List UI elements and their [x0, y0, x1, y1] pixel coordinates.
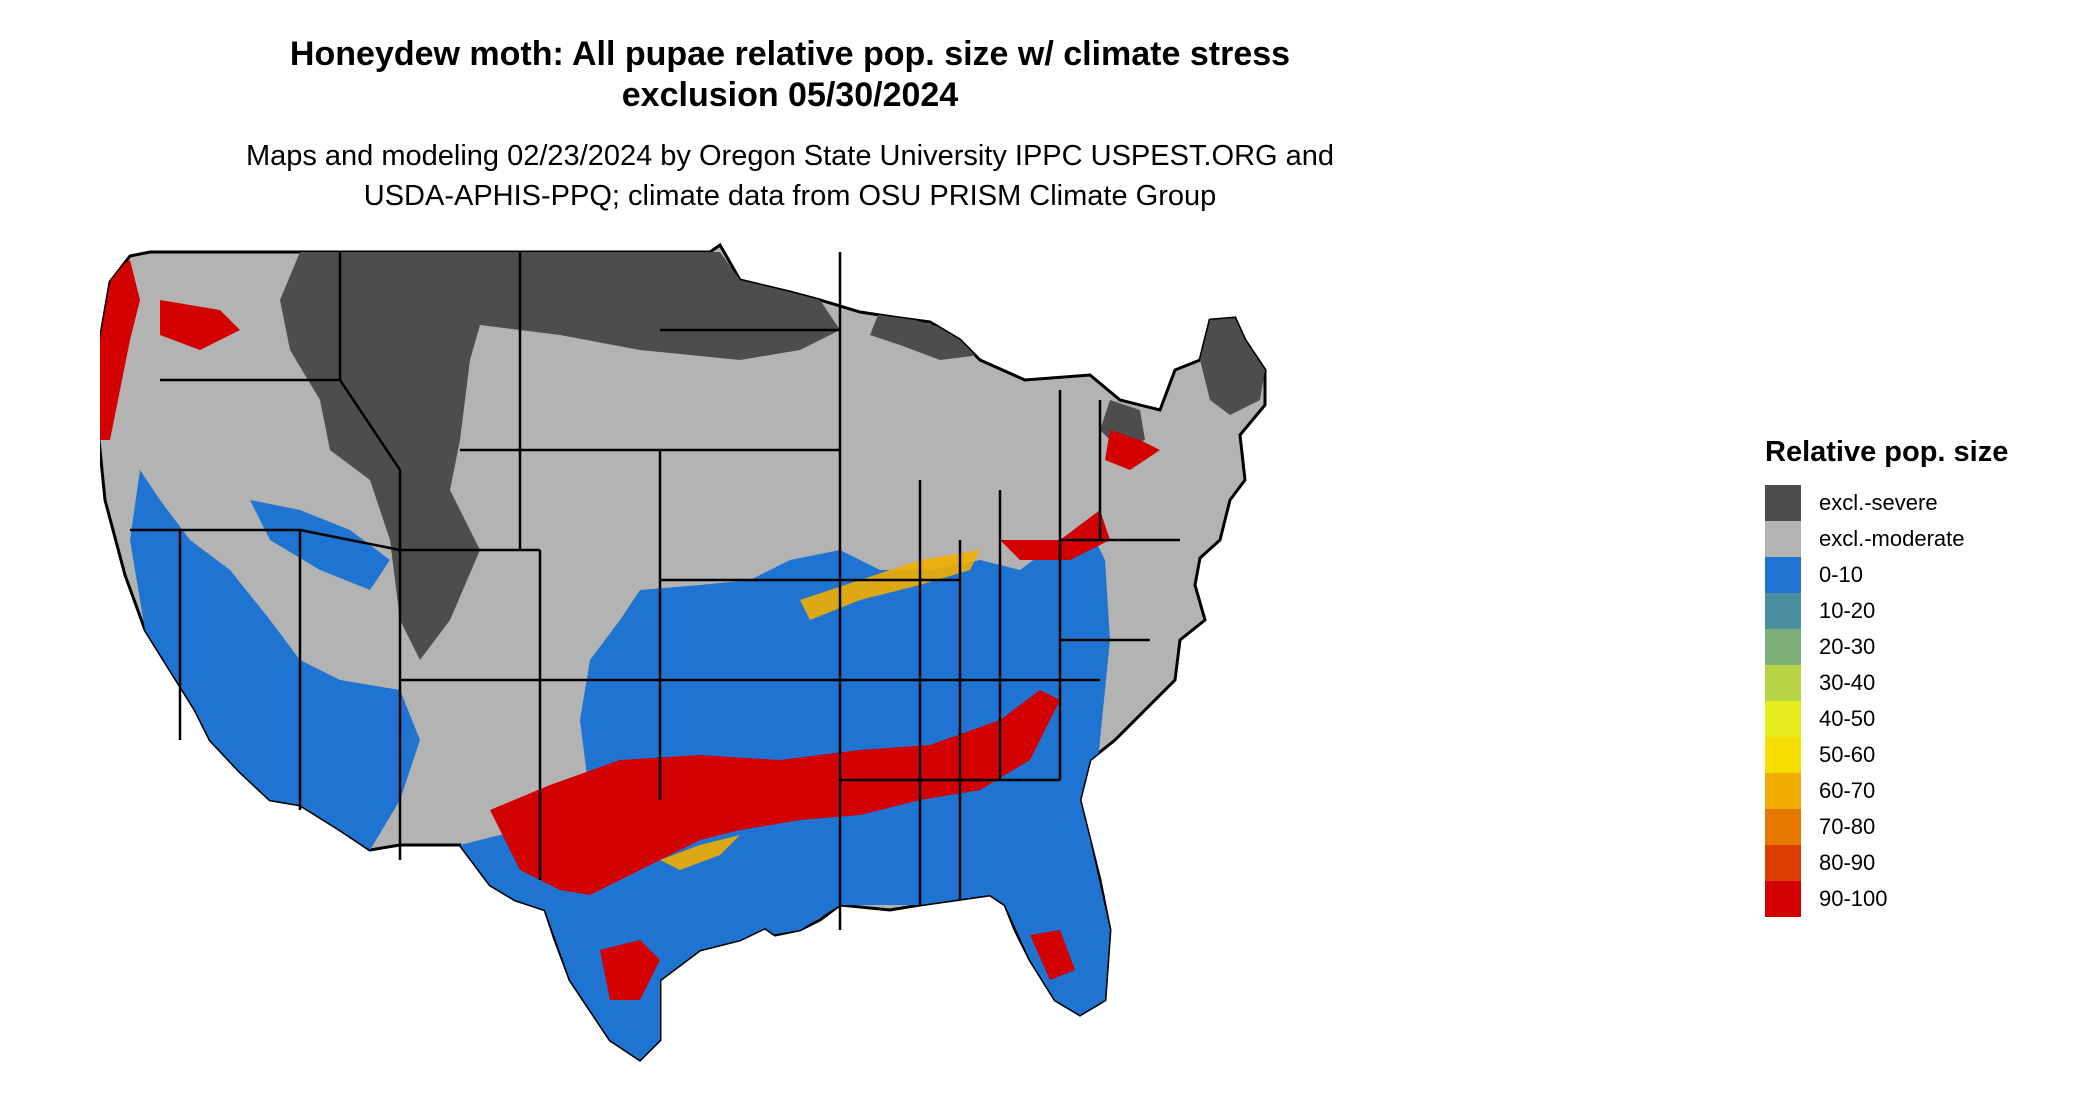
legend-items: excl.-severe excl.-moderate 0-10 10-20 2…: [1765, 485, 2008, 917]
legend-label: 50-60: [1819, 742, 1876, 767]
legend-label: 0-10: [1819, 562, 1864, 587]
legend-swatch-70-80: [1765, 809, 1801, 845]
legend-item: 10-20: [1765, 593, 2008, 629]
legend-label: excl.-moderate: [1819, 526, 1965, 551]
map-subtitle-line2: USDA-APHIS-PPQ; climate data from OSU PR…: [363, 180, 1217, 212]
zone-90-100: [100, 260, 1160, 1000]
legend-swatch-90-100: [1765, 881, 1801, 917]
map-title: Honeydew moth: All pupae relative pop. s…: [0, 34, 1580, 116]
us-population-map: [100, 242, 1267, 1062]
legend-item: 60-70: [1765, 773, 2008, 809]
legend-swatch-40-50: [1765, 701, 1801, 737]
legend-swatch-30-40: [1765, 665, 1801, 701]
legend-item: excl.-moderate: [1765, 521, 2008, 557]
legend-label: 70-80: [1819, 814, 1876, 839]
map-title-line2: exclusion 05/30/2024: [621, 76, 959, 114]
legend-item: 70-80: [1765, 809, 2008, 845]
legend-swatch-50-60: [1765, 737, 1801, 773]
legend-item: excl.-severe: [1765, 485, 2008, 521]
legend-label: 60-70: [1819, 778, 1876, 803]
legend-item: 0-10: [1765, 557, 2008, 593]
legend-label: 30-40: [1819, 670, 1876, 695]
legend-item: 30-40: [1765, 665, 2008, 701]
legend-label: 40-50: [1819, 706, 1876, 731]
legend-swatch-excl-moderate: [1765, 521, 1801, 557]
legend-label: excl.-severe: [1819, 490, 1938, 515]
legend-swatch-80-90: [1765, 845, 1801, 881]
map-title-line1: Honeydew moth: All pupae relative pop. s…: [289, 35, 1291, 73]
legend-title: Relative pop. size: [1765, 436, 2009, 468]
legend-swatch-60-70: [1765, 773, 1801, 809]
legend-swatch-20-30: [1765, 629, 1801, 665]
legend-item: 20-30: [1765, 629, 2008, 665]
legend-label: 20-30: [1819, 634, 1876, 659]
legend: Relative pop. size excl.-severe excl.-mo…: [1765, 436, 2008, 917]
zone-60-80: [660, 550, 980, 870]
legend-swatch-0-10: [1765, 557, 1801, 593]
legend-label: 90-100: [1819, 886, 1888, 911]
map-subtitle: Maps and modeling 02/23/2024 by Oregon S…: [0, 136, 1580, 216]
legend-swatch-10-20: [1765, 593, 1801, 629]
map-subtitle-line1: Maps and modeling 02/23/2024 by Oregon S…: [245, 140, 1335, 172]
zone-excl-severe: [280, 252, 1265, 660]
legend-label: 80-90: [1819, 850, 1876, 875]
state-borders: [130, 252, 1180, 930]
legend-item: 50-60: [1765, 737, 2008, 773]
legend-item: 80-90: [1765, 845, 2008, 881]
legend-swatch-excl-severe: [1765, 485, 1801, 521]
legend-item: 90-100: [1765, 881, 2008, 917]
legend-item: 40-50: [1765, 701, 2008, 737]
legend-label: 10-20: [1819, 598, 1876, 623]
